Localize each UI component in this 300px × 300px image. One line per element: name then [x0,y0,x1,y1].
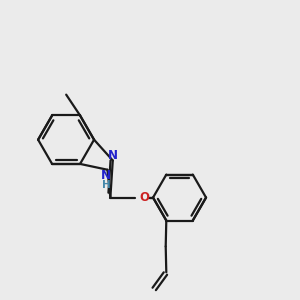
Text: N: N [101,169,111,182]
Text: O: O [139,191,149,204]
Text: H: H [102,180,110,190]
Text: N: N [108,149,118,162]
